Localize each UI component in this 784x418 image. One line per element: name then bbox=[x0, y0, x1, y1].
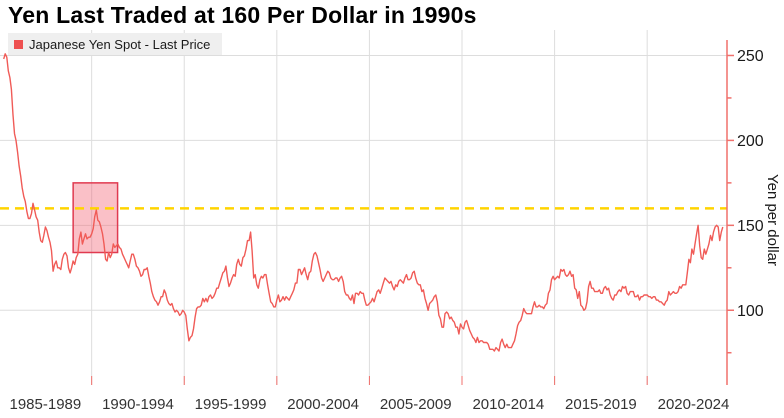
price-line bbox=[3, 53, 724, 352]
y-tick-label: 150 bbox=[737, 218, 764, 235]
x-tick-label: 2020-2024 bbox=[658, 396, 730, 413]
y-tick-label: 100 bbox=[737, 303, 764, 320]
legend-swatch-icon bbox=[14, 39, 23, 49]
legend: Japanese Yen Spot - Last Price bbox=[8, 33, 223, 55]
x-tick-label: 2000-2004 bbox=[287, 396, 359, 413]
chart-title: Yen Last Traded at 160 Per Dollar in 199… bbox=[8, 2, 477, 28]
y-tick-label: 250 bbox=[737, 48, 764, 65]
x-tick-label: 1985-1989 bbox=[10, 396, 82, 413]
x-tick-label: 1995-1999 bbox=[195, 396, 267, 413]
x-tick-label: 1990-1994 bbox=[102, 396, 174, 413]
legend-label: Japanese Yen Spot - Last Price bbox=[29, 36, 211, 52]
x-tick-label: 2010-2014 bbox=[472, 396, 544, 413]
y-axis-title: Yen per dollar bbox=[764, 174, 781, 266]
y-tick-label: 200 bbox=[737, 133, 764, 150]
x-tick-label: 2005-2009 bbox=[380, 396, 452, 413]
highlight-region bbox=[72, 182, 119, 254]
x-tick-label: 2015-2019 bbox=[565, 396, 637, 413]
